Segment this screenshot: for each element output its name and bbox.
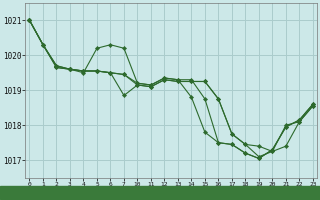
X-axis label: Graphe pression niveau de la mer (hPa): Graphe pression niveau de la mer (hPa) xyxy=(76,188,266,197)
